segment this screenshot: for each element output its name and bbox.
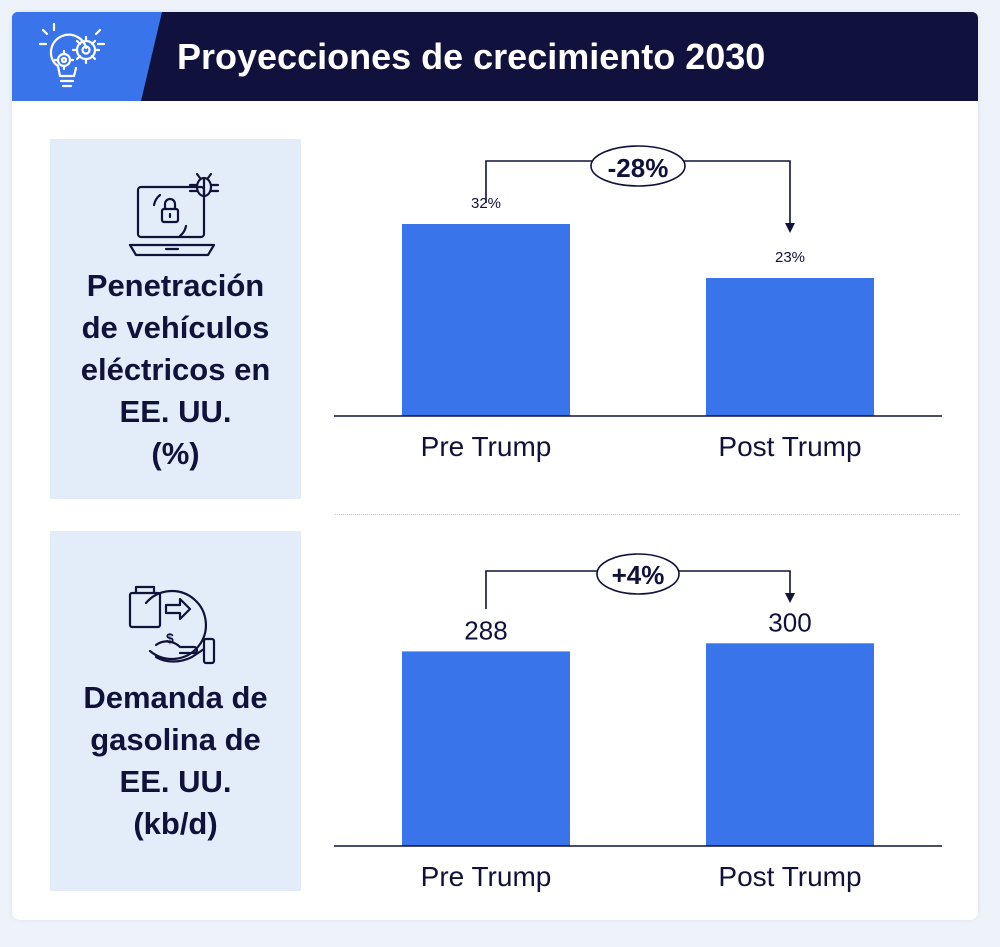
change-badge xyxy=(596,553,680,595)
lightbulb-gears-icon xyxy=(38,22,106,88)
bar-post-trump xyxy=(706,278,874,416)
category-label-post-trump: Post Trump xyxy=(718,431,861,462)
value-label-pre-trump: 32% xyxy=(471,195,501,212)
header-banner: Proyecciones de crecimiento 2030 xyxy=(12,12,978,101)
gasoline-chart: +4% 288 300 Pre Trump Post Trump xyxy=(334,553,942,892)
bar-pre-trump xyxy=(402,651,570,846)
change-arrowhead xyxy=(785,223,795,233)
ev-section-label: Penetración de vehículos eléctricos en E… xyxy=(80,268,271,471)
change-label: +4% xyxy=(612,560,665,590)
change-label: -28% xyxy=(608,153,669,183)
category-label-pre-trump: Pre Trump xyxy=(421,861,552,892)
fuel-exchange-hand-icon: $ xyxy=(128,585,216,665)
gasoline-section-label: Demanda de gasolina de EE. UU. (kb/d) xyxy=(83,680,268,841)
ev-panel: Penetración de vehículos eléctricos en E… xyxy=(50,139,301,499)
value-label-post-trump: 300 xyxy=(768,607,811,637)
bar-post-trump xyxy=(706,643,874,846)
category-label-post-trump: Post Trump xyxy=(718,861,861,892)
change-arrowhead xyxy=(785,593,795,603)
gasoline-panel: $ Demanda de gasolina de EE. UU. (kb/d) xyxy=(50,531,301,891)
value-label-post-trump: 23% xyxy=(775,249,805,266)
bar-pre-trump xyxy=(402,224,570,416)
value-label-pre-trump: 288 xyxy=(464,615,507,645)
ev-chart: -28% 32% 23% Pre Trump Post Trump xyxy=(334,145,942,462)
svg-text:$: $ xyxy=(166,630,174,646)
laptop-lock-bug-icon xyxy=(128,173,220,257)
change-badge xyxy=(590,145,686,187)
category-label-pre-trump: Pre Trump xyxy=(421,431,552,462)
header-accent xyxy=(12,12,162,101)
section-divider xyxy=(335,514,960,515)
page-title: Proyecciones de crecimiento 2030 xyxy=(177,36,766,77)
